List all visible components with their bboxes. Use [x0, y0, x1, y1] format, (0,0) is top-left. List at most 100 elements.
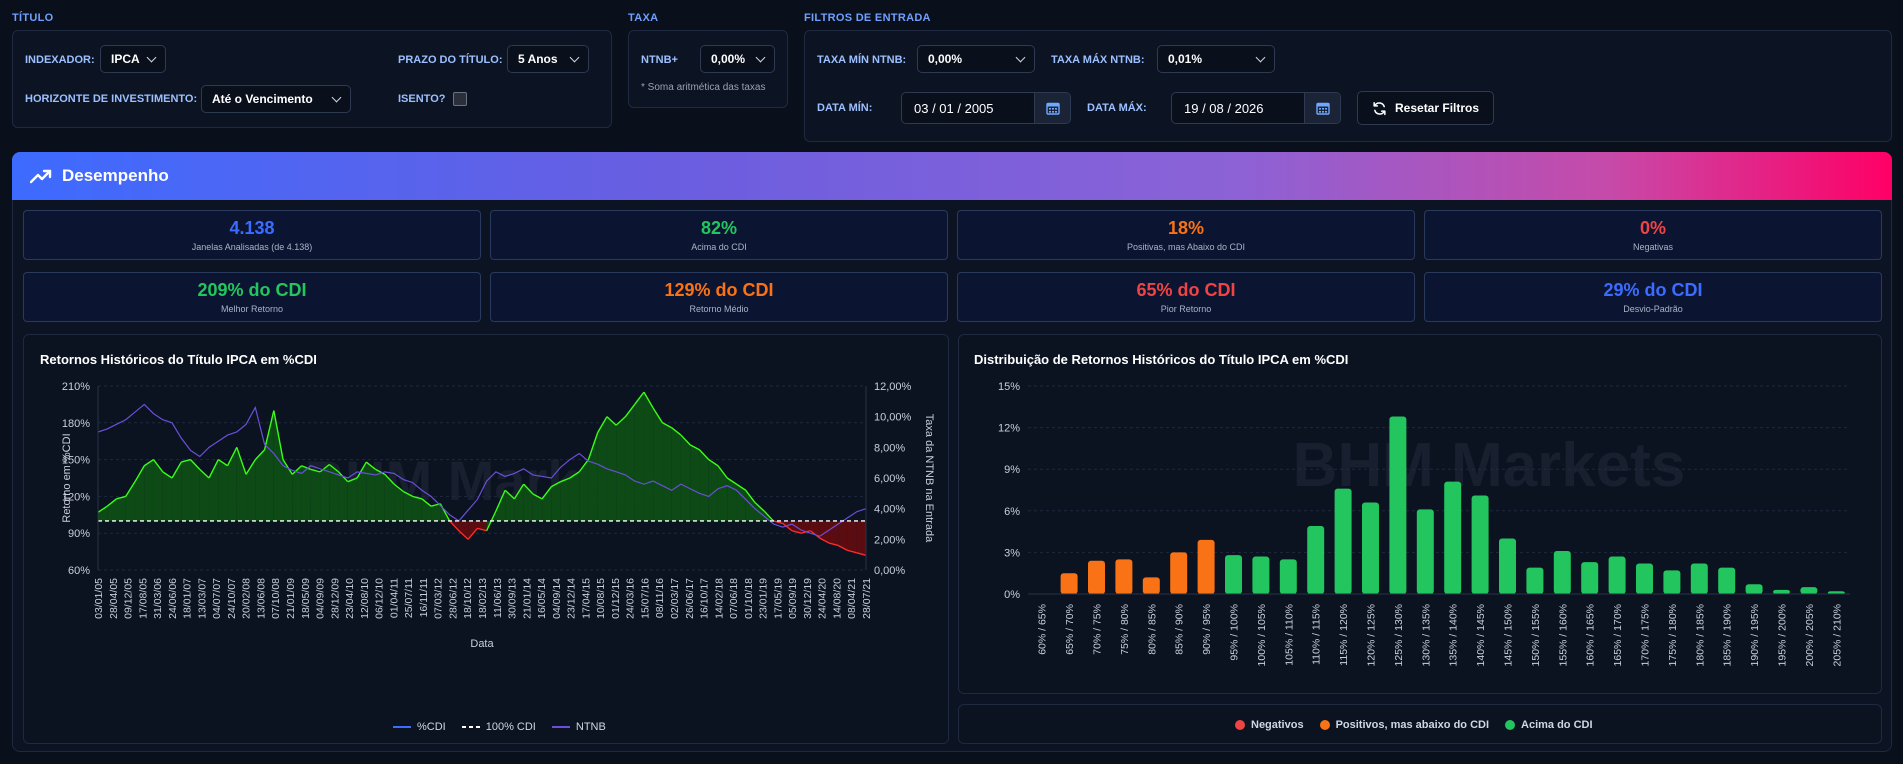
legend-item-acima[interactable]: Acima do CDI — [1505, 719, 1593, 731]
x-tick-label: 24/04/20 — [817, 578, 829, 619]
indexador-select[interactable]: IPCA — [100, 45, 166, 73]
cdi-line-segment — [384, 473, 395, 485]
area-segment — [366, 462, 376, 521]
stat-value: 0% — [1639, 218, 1666, 238]
horizonte-value: Até o Vencimento — [212, 92, 313, 106]
x-tick-label: 30/12/19 — [802, 578, 814, 619]
data-max-label: DATA MÁX: — [1087, 102, 1147, 114]
data-max-value: 19 / 08 / 2026 — [1184, 100, 1264, 116]
histogram-bar — [1279, 559, 1297, 594]
legend-label: 100% CDI — [485, 721, 536, 733]
x-tick-label: 16/10/17 — [699, 578, 711, 619]
x-tick-label: 18/01/07 — [182, 578, 194, 619]
x-tick-label: 14/02/18 — [713, 578, 725, 619]
area-segment — [542, 486, 552, 521]
cdi-line-segment — [736, 483, 747, 491]
x-tick-label: 21/01/14 — [521, 578, 533, 619]
x-tick-label: 03/01/05 — [93, 578, 105, 619]
horizonte-select[interactable]: Até o Vencimento — [201, 85, 351, 113]
area-segment — [273, 410, 284, 521]
y2-tick-label: 4,00% — [874, 504, 905, 516]
cdi-line-segment — [449, 520, 460, 532]
legend-item-positivos[interactable]: Positivos, mas abaixo do CDI — [1319, 719, 1489, 731]
taxa-max-select[interactable]: 0,01% — [1157, 45, 1275, 73]
data-min-value: 03 / 01 / 2005 — [914, 100, 994, 116]
area-segment — [116, 496, 126, 521]
cdi-line-segment — [671, 427, 682, 436]
legend-label: Negativos — [1251, 719, 1304, 731]
x-tick-label: 28/06/12 — [447, 578, 459, 619]
stat-label: Pior Retorno — [1160, 304, 1212, 314]
legend-item-negativos[interactable]: Negativos — [1235, 719, 1304, 731]
cdi-line-segment — [819, 537, 830, 544]
y-tick-label: 60% — [68, 565, 90, 577]
taxa-min-select[interactable]: 0,00% — [917, 45, 1035, 73]
x-tick-label: 14/08/20 — [831, 578, 843, 619]
y2-tick-label: 10,00% — [874, 412, 912, 424]
y-tick-label: 12% — [998, 423, 1020, 435]
cdi-line-segment — [708, 459, 719, 467]
refresh-icon — [1373, 101, 1386, 115]
x-tick-label: 30/09/13 — [507, 578, 519, 619]
histogram-bar — [1553, 551, 1571, 594]
reset-filters-button[interactable]: Resetar Filtros — [1357, 91, 1495, 125]
legend-item-100cdi[interactable]: 100% CDI — [461, 721, 536, 733]
cdi-line-segment — [393, 483, 404, 493]
histogram-bar — [1663, 570, 1681, 594]
cdi-line-segment — [773, 520, 783, 525]
calendar-icon[interactable] — [1034, 93, 1070, 123]
cdi-line-segment — [181, 458, 191, 463]
stat-card-acima: 82% Acima do CDI — [490, 210, 948, 260]
data-max-input[interactable]: 19 / 08 / 2026 — [1171, 92, 1341, 124]
x-tick-label: 130% / 135% — [1420, 604, 1432, 666]
cdi-line-segment — [375, 468, 386, 475]
x-tick-label: 08/11/16 — [654, 578, 666, 618]
area-segment — [375, 469, 385, 521]
taxa-min-value: 0,00% — [928, 52, 963, 66]
calendar-icon[interactable] — [1304, 93, 1340, 123]
histogram-bar — [1526, 567, 1544, 594]
cdi-line-segment — [513, 483, 525, 500]
x-tick-label: 28/04/05 — [108, 578, 120, 619]
x-tick-label: 140% / 145% — [1475, 604, 1487, 666]
cdi-line-segment — [643, 391, 654, 409]
cdi-line-segment — [726, 477, 737, 485]
x-tick-label: 28/12/09 — [329, 578, 341, 619]
area-segment — [616, 416, 626, 521]
data-min-input[interactable]: 03 / 01 / 2005 — [901, 92, 1071, 124]
histogram-bar — [1499, 538, 1516, 594]
isento-label: ISENTO? — [398, 93, 446, 105]
x-tick-label: 155% / 160% — [1557, 604, 1569, 666]
histogram-bar — [1197, 539, 1215, 594]
isento-checkbox[interactable] — [453, 92, 467, 106]
taxa-max-value: 0,01% — [1168, 52, 1203, 66]
cdi-line-segment — [291, 465, 303, 475]
chevron-down-icon — [1015, 52, 1026, 62]
y-tick-label: 150% — [62, 455, 90, 467]
x-tick-label: 12/08/10 — [359, 578, 371, 619]
x-tick-label: 115% / 120% — [1338, 604, 1350, 666]
ntnb-select[interactable]: 0,00% — [700, 45, 775, 73]
cdi-line-segment — [236, 447, 247, 475]
histogram-bar — [1718, 567, 1736, 594]
cdi-line-segment — [310, 468, 321, 473]
legend-item-cdi[interactable]: %CDI — [393, 721, 446, 733]
x-tick-label: 105% / 110% — [1283, 604, 1295, 666]
area-segment — [172, 462, 182, 521]
histogram-bar — [1225, 555, 1242, 594]
legend-item-ntnb[interactable]: NTNB — [551, 721, 606, 733]
histogram-bar — [1827, 591, 1845, 594]
area-segment — [699, 449, 709, 521]
indexador-label: INDEXADOR: — [25, 54, 95, 66]
prazo-select[interactable]: 5 Anos — [507, 45, 589, 73]
cdi-line-segment — [152, 459, 164, 473]
y2-tick-label: 8,00% — [874, 442, 905, 454]
banner-title: Desempenho — [62, 166, 169, 185]
cdi-line-segment — [106, 498, 117, 507]
y2-axis-title: Taxa da NTNB na Entrada — [923, 414, 935, 543]
cdi-line-segment — [171, 461, 182, 479]
area-segment — [514, 484, 524, 521]
x-tick-label: 95% / 100% — [1229, 604, 1241, 661]
x-tick-label: 23/04/10 — [344, 578, 356, 619]
cdi-line-segment — [190, 459, 201, 470]
